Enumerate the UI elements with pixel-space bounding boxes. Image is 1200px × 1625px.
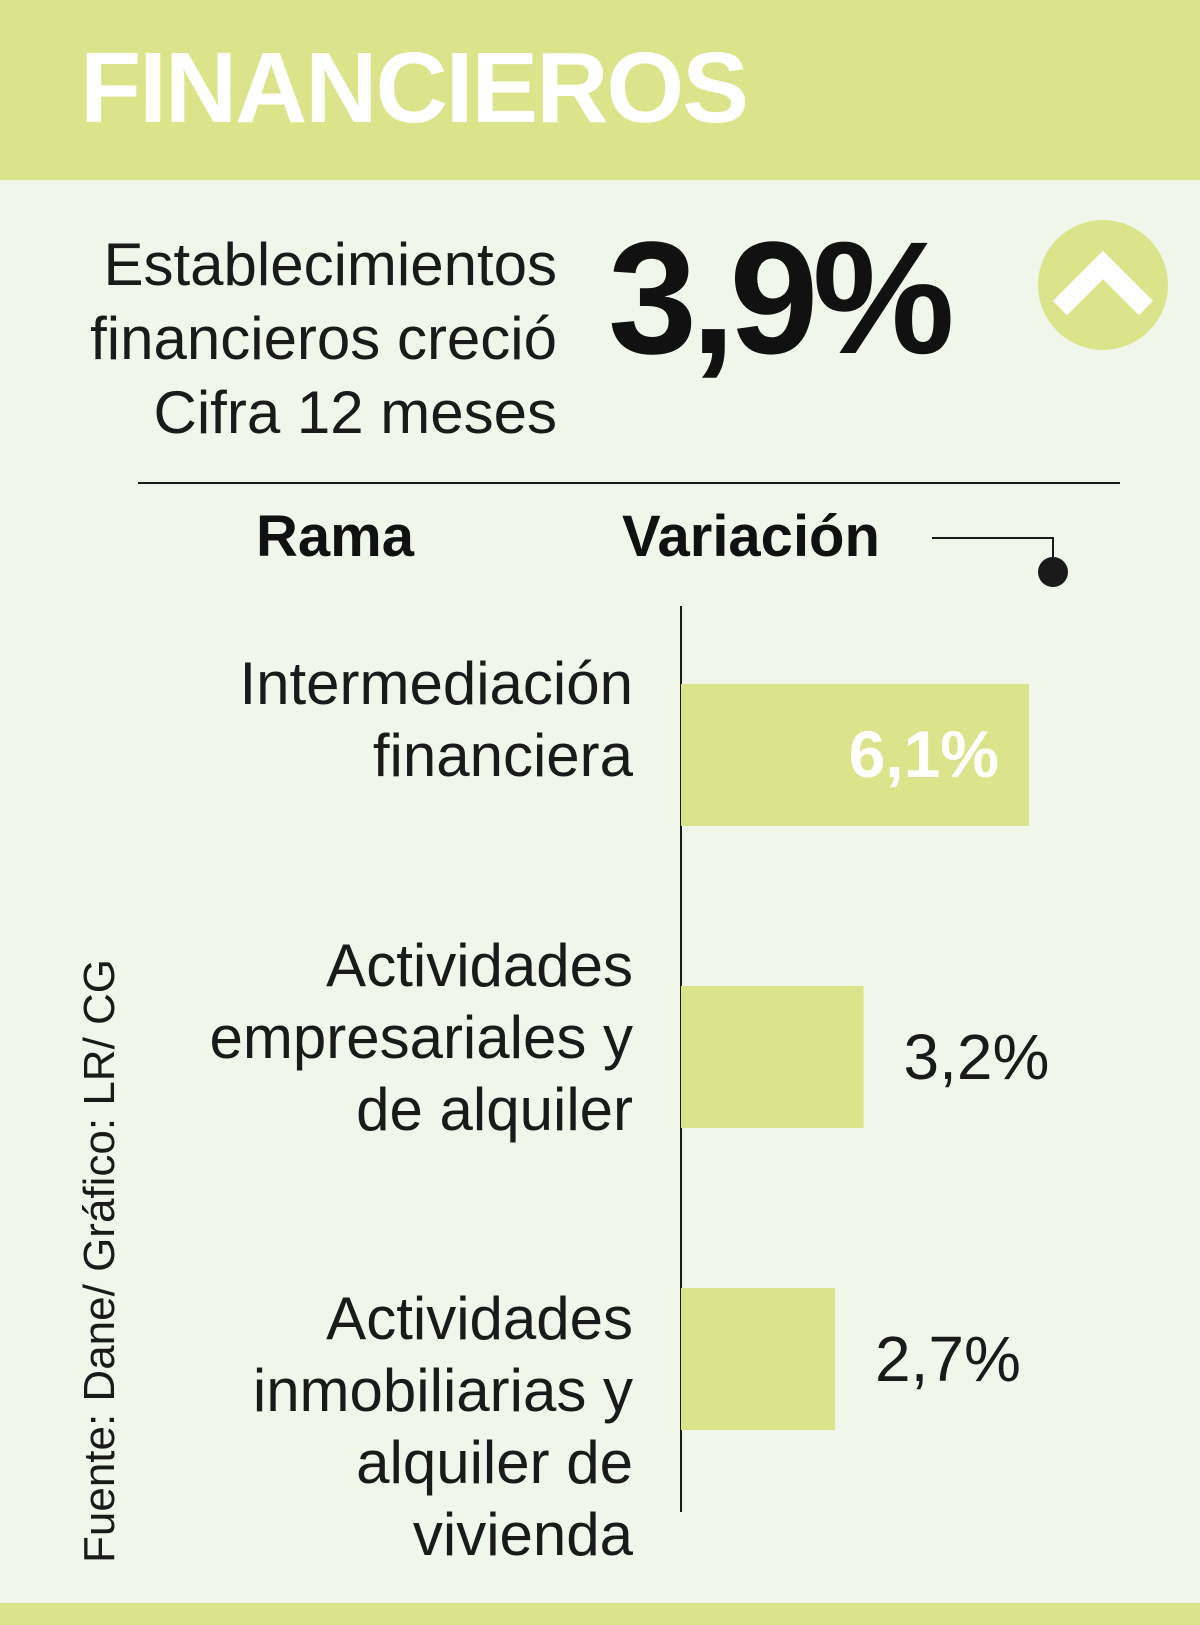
bar-2	[681, 1288, 836, 1430]
value-label-2: 2,7%	[875, 1323, 1021, 1395]
headline-text: Establecimientos financieros creció Cifr…	[90, 228, 557, 450]
category-label-1-line-1: empresariales y	[209, 1004, 634, 1071]
headline-line-3: Cifra 12 meses	[153, 379, 557, 446]
up-trend-badge	[1038, 220, 1168, 350]
column-header-variacion: Variación	[622, 504, 880, 569]
category-label-2-line-0: Actividades	[326, 1285, 633, 1352]
category-label-2: Actividades inmobiliarias y alquiler de viv…	[253, 1283, 633, 1571]
source-note: Fuente: Dane/ Gráfico: LR/ CG	[75, 958, 124, 1563]
category-label-1-line-2: de alquiler	[356, 1076, 633, 1143]
headline-line-1: Establecimientos	[103, 231, 557, 298]
header-band: FINANCIEROS	[0, 0, 1200, 180]
category-label-0: Intermediación financiera	[239, 648, 633, 792]
bottom-band	[0, 1603, 1200, 1625]
value-label-0: 6,1%	[849, 717, 999, 791]
bar-0	[681, 684, 1029, 826]
category-label-1: Actividades empresariales y de alquiler	[210, 930, 634, 1146]
category-label-2-line-3: vivienda	[412, 1501, 633, 1568]
category-label-0-line-0: Intermediación	[239, 650, 633, 717]
headline-line-2: financieros creció	[90, 305, 557, 372]
page-title: FINANCIEROS	[80, 32, 749, 144]
divider-line	[138, 482, 1120, 484]
category-label-1-line-0: Actividades	[326, 932, 633, 999]
value-label-1: 3,2%	[904, 1021, 1050, 1093]
headline-value: 3,9%	[608, 208, 955, 387]
chevron-up-icon	[1052, 250, 1154, 316]
category-label-2-line-1: inmobiliarias y	[252, 1357, 633, 1424]
category-label-2-line-2: alquiler de	[356, 1429, 633, 1496]
header-connector	[932, 537, 1068, 587]
bar-1	[681, 986, 864, 1128]
column-header-rama: Rama	[256, 504, 414, 569]
connector-dot	[1038, 557, 1068, 587]
category-label-0-line-1: financiera	[372, 722, 633, 789]
